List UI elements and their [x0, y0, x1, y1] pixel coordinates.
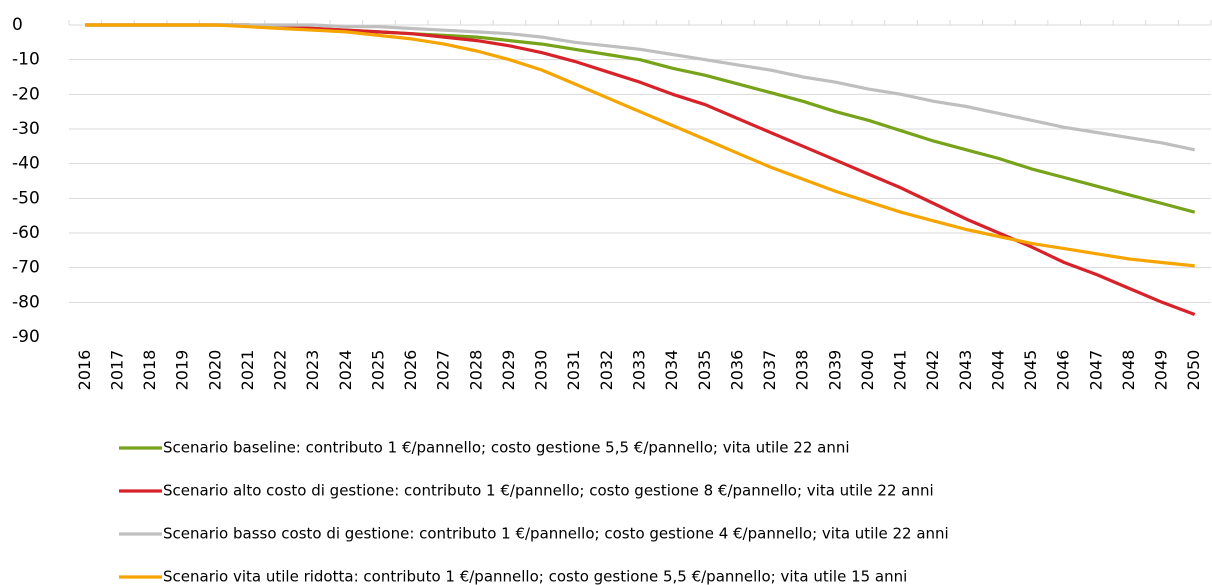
- x-tick-label: 2019: [173, 350, 192, 391]
- y-tick-label: -10: [12, 50, 40, 70]
- y-tick-label: -20: [12, 84, 40, 104]
- x-tick-label: 2018: [140, 350, 159, 391]
- x-tick-label: 2044: [988, 350, 1007, 391]
- x-tick-label: 2046: [1054, 350, 1073, 391]
- y-tick-label: -30: [12, 119, 40, 139]
- legend-label: Scenario baseline: contributo 1 €/pannel…: [163, 439, 850, 457]
- y-tick-label: 0: [12, 15, 23, 35]
- x-tick-label: 2025: [368, 350, 387, 391]
- x-tick-label: 2050: [1184, 350, 1203, 391]
- x-tick-label: 2016: [75, 350, 94, 391]
- y-tick-label: -80: [12, 292, 40, 312]
- y-tick-label: -70: [12, 258, 40, 278]
- x-tick-label: 2022: [271, 350, 290, 391]
- x-tick-label: 2034: [662, 350, 681, 391]
- x-tick-label: 2032: [597, 350, 616, 391]
- x-tick-label: 2027: [434, 350, 453, 391]
- x-tick-label: 2017: [107, 350, 126, 391]
- x-tick-label: 2033: [630, 350, 649, 391]
- x-tick-label: 2049: [1152, 350, 1171, 391]
- x-tick-label: 2042: [923, 350, 942, 391]
- x-tick-label: 2036: [727, 350, 746, 391]
- x-tick-label: 2028: [466, 350, 485, 391]
- legend-label: Scenario alto costo di gestione: contrib…: [163, 482, 934, 500]
- x-tick-label: 2020: [205, 350, 224, 391]
- x-tick-label: 2048: [1119, 350, 1138, 391]
- x-tick-label: 2041: [891, 350, 910, 391]
- x-tick-label: 2030: [532, 350, 551, 391]
- legend-label: Scenario basso costo di gestione: contri…: [163, 525, 949, 543]
- x-tick-label: 2037: [760, 350, 779, 391]
- x-tick-label: 2026: [401, 350, 420, 391]
- x-tick-label: 2047: [1086, 350, 1105, 391]
- y-tick-label: -40: [12, 154, 40, 174]
- y-tick-label: -90: [12, 327, 40, 347]
- x-tick-label: 2038: [793, 350, 812, 391]
- x-tick-label: 2045: [1021, 350, 1040, 391]
- x-tick-label: 2031: [564, 350, 583, 391]
- x-tick-label: 2024: [336, 350, 355, 391]
- y-tick-label: -60: [12, 223, 40, 243]
- series-line: [85, 23, 1196, 152]
- x-tick-label: 2039: [825, 350, 844, 391]
- x-tick-label: 2043: [956, 350, 975, 391]
- series-line: [85, 23, 1195, 268]
- x-tick-label: 2023: [303, 350, 322, 391]
- series-line: [85, 23, 1196, 316]
- legend-label: Scenario vita utile ridotta: contributo …: [163, 568, 907, 585]
- y-tick-label: -50: [12, 188, 40, 208]
- x-tick-label: 2035: [695, 350, 714, 391]
- x-tick-label: 2040: [858, 350, 877, 391]
- x-tick-label: 2029: [499, 350, 518, 391]
- x-tick-label: 2021: [238, 350, 257, 391]
